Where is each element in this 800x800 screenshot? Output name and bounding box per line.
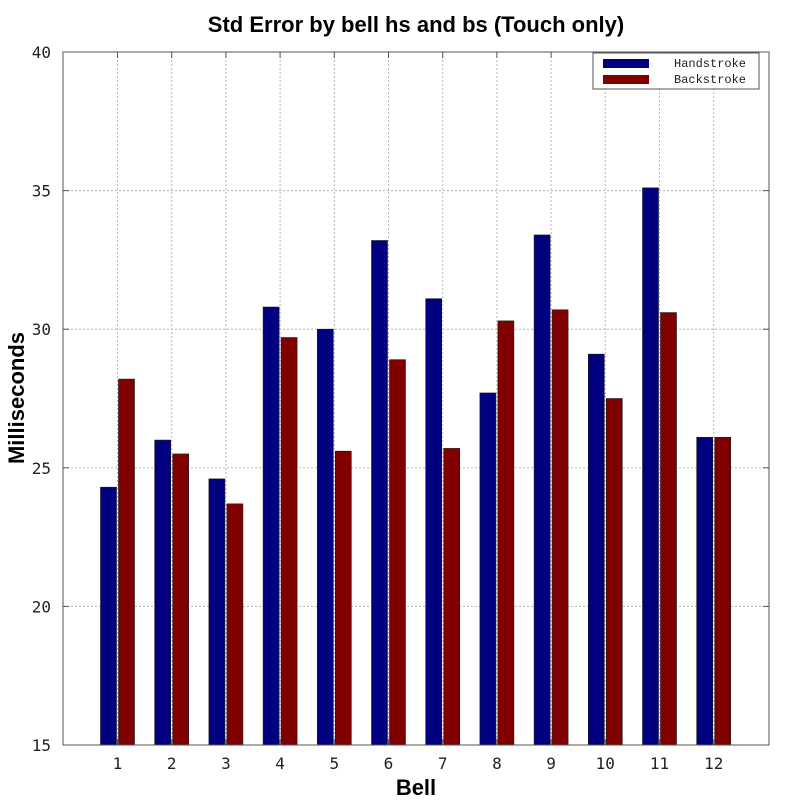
legend-swatch-handstroke xyxy=(603,59,649,68)
chart-title: Std Error by bell hs and bs (Touch only) xyxy=(208,12,624,37)
bar-handstroke-10 xyxy=(587,353,605,746)
x-tick-label: 4 xyxy=(275,754,285,773)
x-tick-label: 7 xyxy=(438,754,448,773)
legend-label-handstroke: Handstroke xyxy=(674,57,746,71)
bar-handstroke-2 xyxy=(154,439,171,746)
bar-handstroke-8 xyxy=(479,392,497,746)
y-tick-label: 15 xyxy=(32,736,51,755)
bar-backstroke-5 xyxy=(334,450,352,746)
bars xyxy=(100,187,732,746)
bar-handstroke-1 xyxy=(100,486,117,746)
y-tick-label: 20 xyxy=(32,597,51,616)
y-tick-label: 30 xyxy=(32,320,51,339)
y-tick-label: 25 xyxy=(32,459,51,478)
legend-label-backstroke: Backstroke xyxy=(674,73,746,87)
x-tick-label: 12 xyxy=(704,754,723,773)
y-axis-ticks: 15 20 25 30 35 40 xyxy=(32,43,769,755)
x-tick-label: 1 xyxy=(113,754,123,773)
x-tick-label: 9 xyxy=(546,754,556,773)
x-tick-label: 10 xyxy=(596,754,615,773)
plot-frame xyxy=(62,51,770,746)
bar-backstroke-2 xyxy=(172,453,189,746)
x-tick-label: 6 xyxy=(384,754,394,773)
bar-handstroke-4 xyxy=(262,306,280,746)
bar-backstroke-4 xyxy=(280,337,298,746)
x-tick-label: 11 xyxy=(650,754,669,773)
legend: Handstroke Backstroke xyxy=(592,52,760,90)
bar-backstroke-10 xyxy=(605,398,623,746)
bar-handstroke-7 xyxy=(425,298,443,746)
y-tick-label: 40 xyxy=(32,43,51,62)
bar-backstroke-11 xyxy=(660,312,677,746)
x-tick-label: 3 xyxy=(221,754,231,773)
bar-handstroke-12 xyxy=(696,437,714,746)
x-tick-label: 5 xyxy=(329,754,339,773)
bar-backstroke-1 xyxy=(118,378,135,746)
y-axis-label: Milliseconds xyxy=(4,332,29,464)
bar-backstroke-9 xyxy=(551,309,569,746)
y-tick-label: 35 xyxy=(32,182,51,201)
bar-backstroke-8 xyxy=(497,320,515,746)
bar-backstroke-12 xyxy=(714,437,732,746)
legend-swatch-backstroke xyxy=(603,75,649,84)
x-axis-ticks: 1 2 3 4 5 6 7 8 9 10 11 12 xyxy=(113,52,723,773)
bar-backstroke-7 xyxy=(443,448,461,746)
bar-handstroke-3 xyxy=(208,478,226,746)
bar-backstroke-6 xyxy=(389,359,406,746)
bar-handstroke-6 xyxy=(371,240,388,746)
x-tick-label: 8 xyxy=(492,754,502,773)
x-axis-label: Bell xyxy=(396,775,436,800)
bar-handstroke-9 xyxy=(533,234,551,746)
bar-backstroke-3 xyxy=(226,503,244,746)
bar-handstroke-5 xyxy=(316,328,334,746)
bar-handstroke-11 xyxy=(642,187,659,746)
x-tick-label: 2 xyxy=(167,754,177,773)
